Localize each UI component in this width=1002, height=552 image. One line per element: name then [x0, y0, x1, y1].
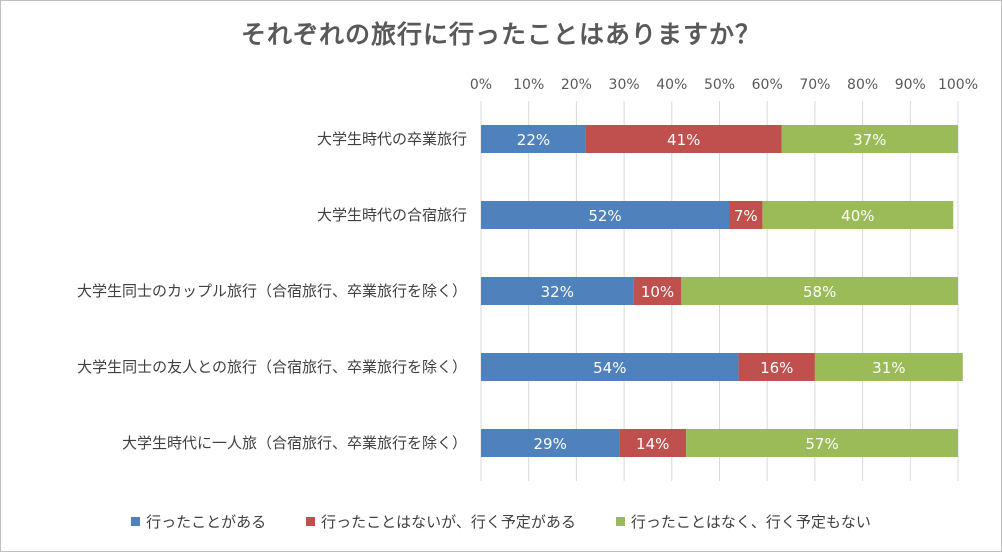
data-label: 57%	[805, 435, 838, 453]
x-tick-label: 0%	[470, 77, 492, 93]
x-tick-label: 40%	[656, 77, 687, 93]
x-tick-label: 50%	[704, 77, 735, 93]
bar-segment	[481, 277, 634, 305]
legend-label: 行ったことはないが、行く予定がある	[321, 513, 576, 531]
data-label: 22%	[517, 131, 550, 149]
bar-segment	[481, 125, 586, 153]
data-label: 31%	[872, 359, 905, 377]
x-tick-label: 100%	[938, 77, 978, 93]
chart-title: それぞれの旅行に行ったことはありますか？	[240, 20, 761, 49]
x-tick-label: 60%	[752, 77, 783, 93]
data-label: 7%	[734, 207, 758, 225]
bar-segment	[814, 353, 963, 381]
bar-segment	[481, 201, 730, 229]
data-label: 41%	[667, 131, 700, 149]
data-label: 52%	[588, 207, 621, 225]
x-tick-label: 10%	[513, 77, 544, 93]
x-tick-label: 20%	[561, 77, 592, 93]
data-label: 10%	[641, 283, 674, 301]
legend-label: 行ったことはなく、行く予定もない	[630, 513, 871, 531]
x-tick-label: 90%	[895, 77, 926, 93]
legend-swatch	[615, 517, 625, 526]
bar-segment	[781, 125, 958, 153]
legend-item: 行ったことがある	[131, 511, 266, 532]
data-label: 14%	[636, 435, 669, 453]
data-label: 32%	[541, 283, 574, 301]
data-label: 16%	[760, 359, 793, 377]
x-tick-label: 30%	[609, 77, 640, 93]
category-label: 大学生同士の友人との旅行（合宿旅行、卒業旅行を除く）	[77, 358, 467, 376]
bar-segment	[481, 353, 739, 381]
legend-swatch	[131, 517, 141, 526]
bar-segment	[619, 429, 687, 457]
bar-segment	[481, 429, 620, 457]
data-label: 37%	[853, 131, 886, 149]
category-label: 大学生時代の合宿旅行	[317, 206, 467, 224]
chart-legend: 行ったことがある 行ったことはないが、行く予定がある 行ったことはなく、行く予定もな…	[1, 511, 1001, 532]
data-label: 58%	[803, 283, 836, 301]
bar-segment	[762, 201, 954, 229]
legend-item: 行ったことはないが、行く予定がある	[306, 511, 576, 532]
data-label: 40%	[841, 207, 874, 225]
data-label: 29%	[533, 435, 566, 453]
legend-label: 行ったことがある	[146, 513, 267, 531]
bar-segment	[686, 429, 958, 457]
bar-segment	[729, 201, 763, 229]
data-label: 54%	[593, 359, 626, 377]
legend-swatch	[306, 517, 316, 526]
bar-segment	[585, 125, 782, 153]
bar-segment	[633, 277, 682, 305]
category-label: 大学生時代の卒業旅行	[317, 130, 467, 148]
bar-segment	[738, 353, 815, 381]
category-label: 大学生同士のカップル旅行（合宿旅行、卒業旅行を除く）	[77, 282, 467, 300]
bar-segment	[681, 277, 958, 305]
x-tick-label: 80%	[847, 77, 878, 93]
legend-item: 行ったことはなく、行く予定もない	[615, 511, 871, 532]
x-tick-label: 70%	[799, 77, 830, 93]
category-label: 大学生時代に一人旅（合宿旅行、卒業旅行を除く）	[122, 434, 467, 452]
